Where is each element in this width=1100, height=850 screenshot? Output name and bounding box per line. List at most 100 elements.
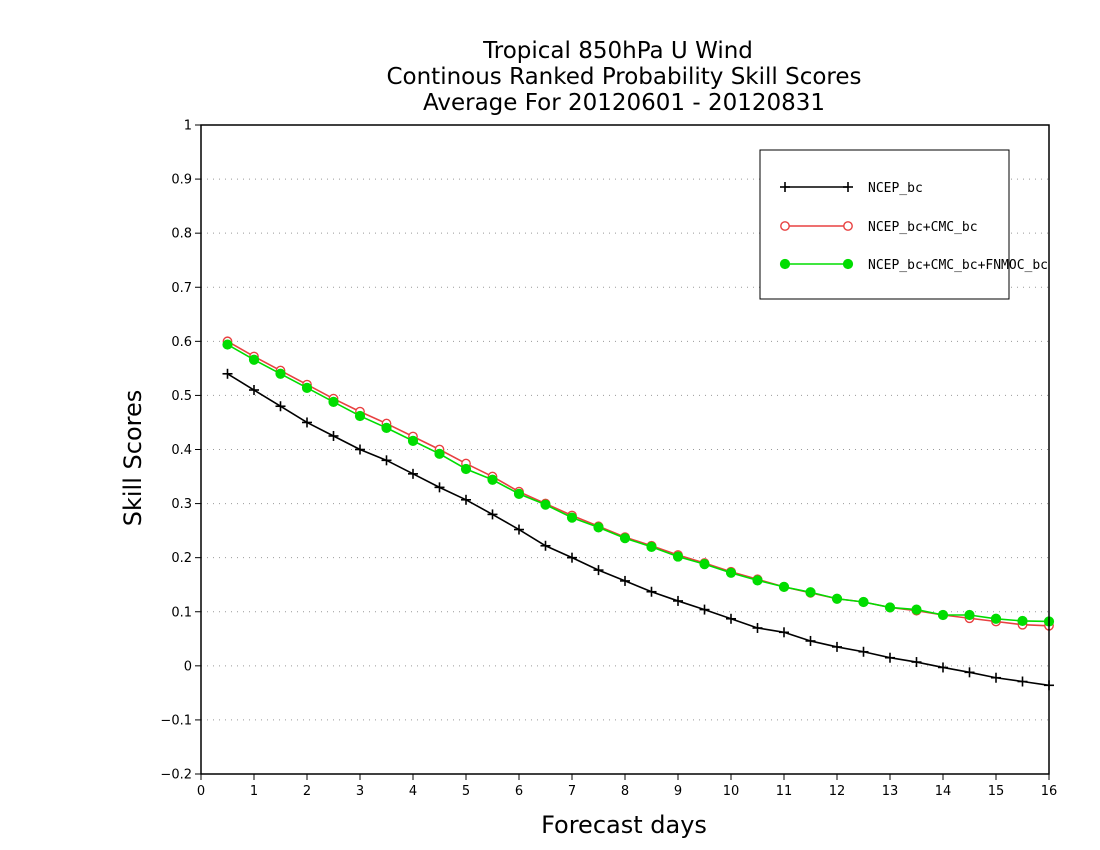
legend-entry-label: NCEP_bc [868,181,923,196]
legend-entry-label: NCEP_bc+CMC_bc [868,220,978,235]
series-2 [222,339,1055,627]
data-point [620,575,630,586]
data-point [275,401,286,412]
data-point [381,422,392,433]
series-line [227,340,1050,627]
plot-frame [200,124,1050,775]
data-point [990,613,1002,624]
data-point [275,368,286,379]
y-tick-label: 0.7 [171,281,192,296]
legend-marker [843,221,853,231]
data-point [1017,676,1028,687]
data-point [672,551,684,562]
data-point [249,385,259,396]
data-point [566,512,578,523]
data-point [937,609,949,621]
data-point [540,540,551,551]
x-tick-label: 13 [882,784,899,799]
chart-title-line-1: Tropical 850hPa U Wind [482,38,753,64]
data-point [805,587,816,598]
series-line [227,373,1050,687]
x-tick-label: 5 [462,784,470,799]
y-tick-label: 0.1 [171,605,192,620]
data-point [831,593,843,604]
data-point [328,396,339,408]
y-tick-label: 0.4 [171,443,192,458]
data-point [805,635,816,646]
data-point [487,474,498,485]
data-point [301,382,313,393]
data-point [752,575,763,586]
x-tick-label: 3 [356,784,364,799]
data-point [513,488,525,499]
series-0 [222,368,1054,691]
data-point [991,672,1001,683]
data-point [593,522,604,533]
data-point [911,604,922,615]
legend-box [759,149,1010,300]
data-point [354,410,366,422]
legend-entry-label: NCEP_bc+CMC_bc+FNMOC_bc [868,258,1048,273]
data-point [779,627,789,638]
data-point [858,596,869,608]
y-tick-label: −0.2 [160,768,192,783]
x-tick-label: 7 [568,784,576,799]
x-tick-label: 0 [197,784,205,799]
series-layer [222,336,1055,691]
x-tick-label: 10 [723,784,740,799]
x-tick-label: 11 [776,784,793,799]
data-point [514,524,524,535]
legend-marker [780,182,790,192]
legend-marker [779,258,791,270]
data-point [646,586,657,597]
data-point [832,641,842,652]
y-tick-label: 0.3 [171,497,192,512]
data-point [726,613,736,624]
x-tick-label: 1 [250,784,258,799]
data-point [673,595,683,606]
x-tick-label: 6 [515,784,523,799]
y-tick-label: 0.5 [171,389,192,404]
x-tick-label: 9 [674,784,682,799]
data-point [222,339,233,350]
x-tick-label: 16 [1041,784,1058,799]
y-axis-label: Skill Scores [119,390,147,527]
data-point [355,444,365,455]
data-point [646,541,657,552]
data-point [487,509,498,520]
data-point [725,567,737,578]
data-point [302,417,312,428]
data-point [938,662,948,673]
chart-title-line-2: Continous Ranked Probability Skill Score… [386,64,861,90]
data-point [964,609,975,621]
data-point [1017,615,1028,627]
y-tick-label: 0.2 [171,551,192,566]
legend-marker [843,182,853,192]
data-point [460,463,472,475]
x-tick-label: 14 [935,784,952,799]
data-point [408,468,418,479]
x-axis-label: Forecast days [541,811,707,839]
x-tick-label: 15 [988,784,1005,799]
data-point [752,622,763,633]
y-tick-label: 0.8 [171,227,192,242]
data-point [619,533,631,544]
data-point [461,494,471,505]
data-point [699,604,710,615]
data-point [964,667,975,678]
data-point [407,435,419,446]
data-point [434,448,445,459]
x-axis-ticks: 0 1 2 3 4 5 6 7 8 9 10 11 12 13 14 15 16 [197,774,1057,799]
x-tick-label: 8 [621,784,629,799]
x-tick-label: 12 [829,784,846,799]
data-point [248,354,260,365]
data-point [328,430,339,441]
y-tick-label: 0.9 [171,173,192,188]
legend-marker [780,221,790,231]
y-axis-ticks: −0.2 −0.1 0 0.1 0.2 0.3 0.4 0.5 0.6 0.7 0.8 0.9 1 [160,119,201,783]
data-point [222,368,233,379]
series-line [227,343,1050,623]
data-point [593,565,604,576]
data-point [699,559,710,570]
